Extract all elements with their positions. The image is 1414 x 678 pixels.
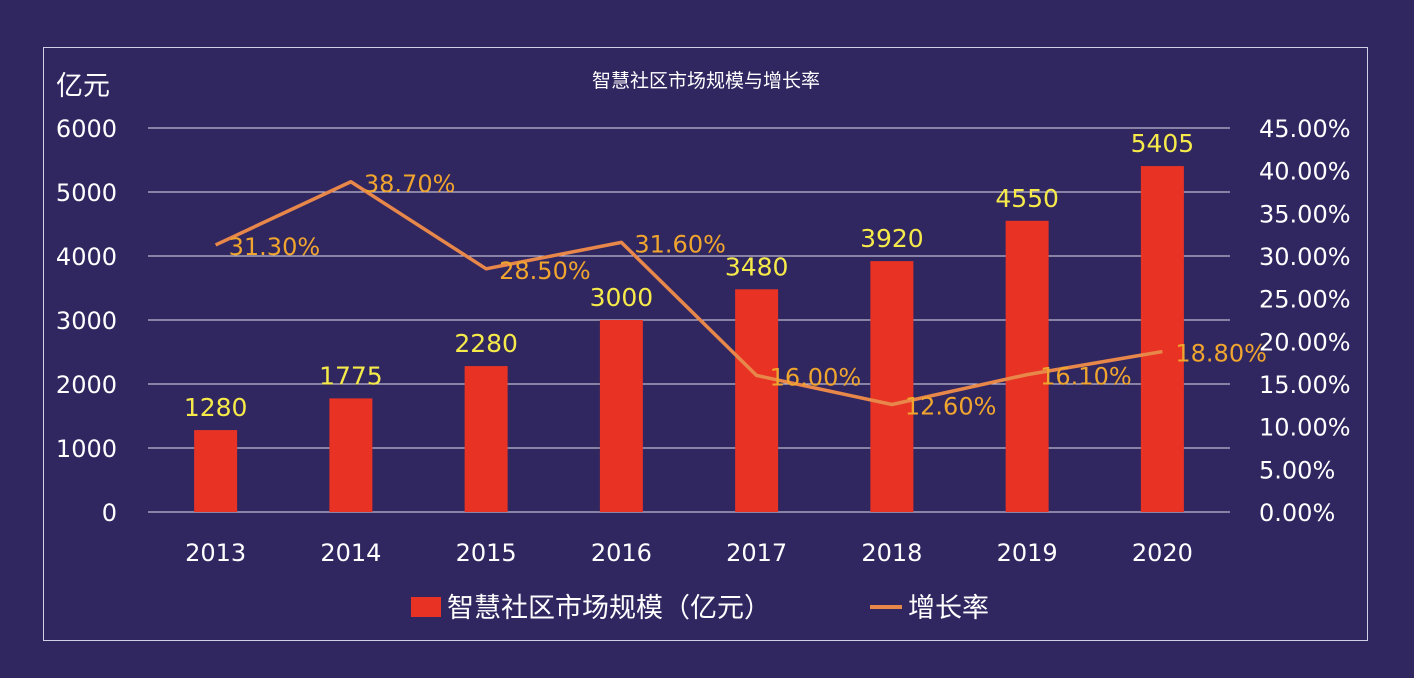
bar bbox=[870, 261, 914, 512]
chart-title: 智慧社区市场规模与增长率 bbox=[592, 70, 820, 92]
rate-value-label: 16.10% bbox=[1040, 363, 1132, 391]
bar bbox=[599, 320, 643, 512]
right-axis-ticks: 0.00% 5.00% 10.00% 15.00% 20.00% 25.00% 30.00%… bbox=[1259, 115, 1351, 527]
bar bbox=[329, 398, 373, 512]
bar-value-label: 3920 bbox=[860, 224, 924, 253]
right-tick-label: 5.00% bbox=[1259, 456, 1335, 484]
rate-value-label: 38.70% bbox=[364, 170, 456, 198]
x-tick-label: 2018 bbox=[861, 539, 922, 567]
bar-value-label: 3480 bbox=[725, 252, 789, 281]
bar-value-label: 4550 bbox=[995, 184, 1059, 213]
x-tick-label: 2019 bbox=[997, 539, 1058, 567]
right-tick-label: 0.00% bbox=[1259, 499, 1335, 527]
left-tick-label: 1000 bbox=[56, 435, 117, 463]
legend: 智慧社区市场规模（亿元） 增长率 bbox=[411, 593, 989, 624]
x-tick-label: 2020 bbox=[1132, 539, 1193, 567]
y-axis-unit: 亿元 bbox=[56, 71, 110, 102]
line-series bbox=[214, 180, 1163, 407]
bar-value-label: 3000 bbox=[590, 283, 654, 312]
bar-value-label: 5405 bbox=[1131, 129, 1195, 158]
x-tick-label: 2014 bbox=[320, 539, 381, 567]
legend-bar-label: 智慧社区市场规模（亿元） bbox=[447, 593, 771, 624]
rate-value-label: 12.60% bbox=[905, 392, 997, 420]
left-tick-label: 0 bbox=[102, 499, 117, 527]
bar-value-label: 1280 bbox=[184, 393, 248, 422]
bar bbox=[464, 366, 508, 512]
left-tick-label: 2000 bbox=[56, 371, 117, 399]
rate-value-label: 16.00% bbox=[770, 363, 862, 391]
rate-value-label: 28.50% bbox=[499, 257, 591, 285]
right-tick-label: 45.00% bbox=[1259, 115, 1351, 143]
left-tick-label: 3000 bbox=[56, 307, 117, 335]
x-tick-label: 2013 bbox=[185, 539, 246, 567]
bar-data-labels: 1280 1775 2280 3000 3480 3920 4550 5405 bbox=[184, 129, 1194, 422]
rate-value-label: 18.80% bbox=[1175, 340, 1267, 368]
legend-bar-swatch bbox=[411, 597, 441, 617]
right-tick-label: 25.00% bbox=[1259, 286, 1351, 314]
bar bbox=[194, 430, 238, 512]
left-axis-ticks: 0 1000 2000 3000 4000 5000 6000 bbox=[56, 115, 117, 527]
right-tick-label: 10.00% bbox=[1259, 414, 1351, 442]
bar-value-label: 2280 bbox=[454, 329, 518, 358]
x-tick-label: 2015 bbox=[456, 539, 517, 567]
bar bbox=[735, 289, 779, 512]
left-tick-label: 5000 bbox=[56, 179, 117, 207]
bar-value-label: 1775 bbox=[319, 361, 383, 390]
rate-value-label: 31.30% bbox=[229, 233, 321, 261]
left-tick-label: 6000 bbox=[56, 115, 117, 143]
right-tick-label: 20.00% bbox=[1259, 328, 1351, 356]
left-tick-label: 4000 bbox=[56, 243, 117, 271]
bar-series bbox=[194, 166, 1184, 513]
legend-line-label: 增长率 bbox=[908, 593, 989, 624]
growth-rate-line bbox=[214, 180, 1163, 407]
right-tick-label: 40.00% bbox=[1259, 158, 1351, 186]
rate-value-label: 31.60% bbox=[634, 230, 726, 258]
gridlines bbox=[148, 127, 1230, 513]
x-tick-label: 2016 bbox=[591, 539, 652, 567]
right-tick-label: 35.00% bbox=[1259, 200, 1351, 228]
x-axis-ticks: 2013 2014 2015 2016 2017 2018 2019 2020 bbox=[185, 539, 1193, 567]
bar bbox=[1005, 220, 1049, 513]
right-tick-label: 30.00% bbox=[1259, 243, 1351, 271]
rate-data-labels: 31.30% 38.70% 28.50% 31.60% 16.00% 12.60% 16.1… bbox=[229, 170, 1267, 421]
x-tick-label: 2017 bbox=[726, 539, 787, 567]
chart-frame bbox=[43, 47, 1368, 641]
right-tick-label: 15.00% bbox=[1259, 371, 1351, 399]
bar bbox=[1140, 166, 1184, 512]
